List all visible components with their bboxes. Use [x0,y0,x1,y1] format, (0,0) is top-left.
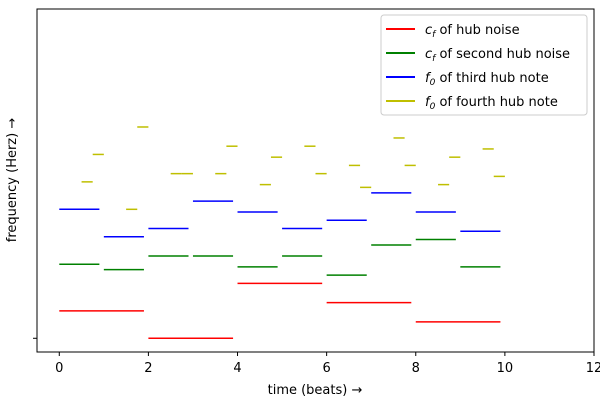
x-tick-label-3: 4 [233,361,241,376]
x-tick-label-4: 6 [322,361,330,376]
y-axis-label: frequency (Herz) → [5,118,20,243]
x-tick-label-6: 10 [497,361,514,376]
legend-item-1: cf of hub noise [386,23,520,40]
x-axis-label: time (beats) → [268,383,363,398]
x-tick-label-5: 8 [412,361,420,376]
legend-item-3: f0 of third hub note [386,71,549,88]
legend-label-2: cf of second hub noise [425,47,570,64]
x-tick-label-7: 12 [586,361,600,376]
legend-label-3: f0 of third hub note [425,71,549,88]
legend-item-2: cf of second hub noise [386,47,570,64]
legend: cf of hub noise cf of second hub noise f0 … [380,14,588,116]
legend-label-1: cf of hub noise [425,23,520,40]
series-1 [59,282,501,340]
x-tick-label-1: 0 [55,361,63,376]
series-layer [59,126,505,340]
series-4 [81,126,505,211]
legend-items: cf of hub noise cf of second hub noise f0 … [386,23,570,112]
legend-item-4: f0 of fourth hub note [386,95,558,112]
legend-label-4: f0 of fourth hub note [425,95,558,112]
series-3 [59,192,501,238]
tick-layer: 0 2 4 6 8 10 12 [33,337,600,376]
plot-frame [36,8,595,353]
x-tick-label-2: 2 [144,361,152,376]
series-2 [59,238,501,276]
legend-box [380,14,588,116]
